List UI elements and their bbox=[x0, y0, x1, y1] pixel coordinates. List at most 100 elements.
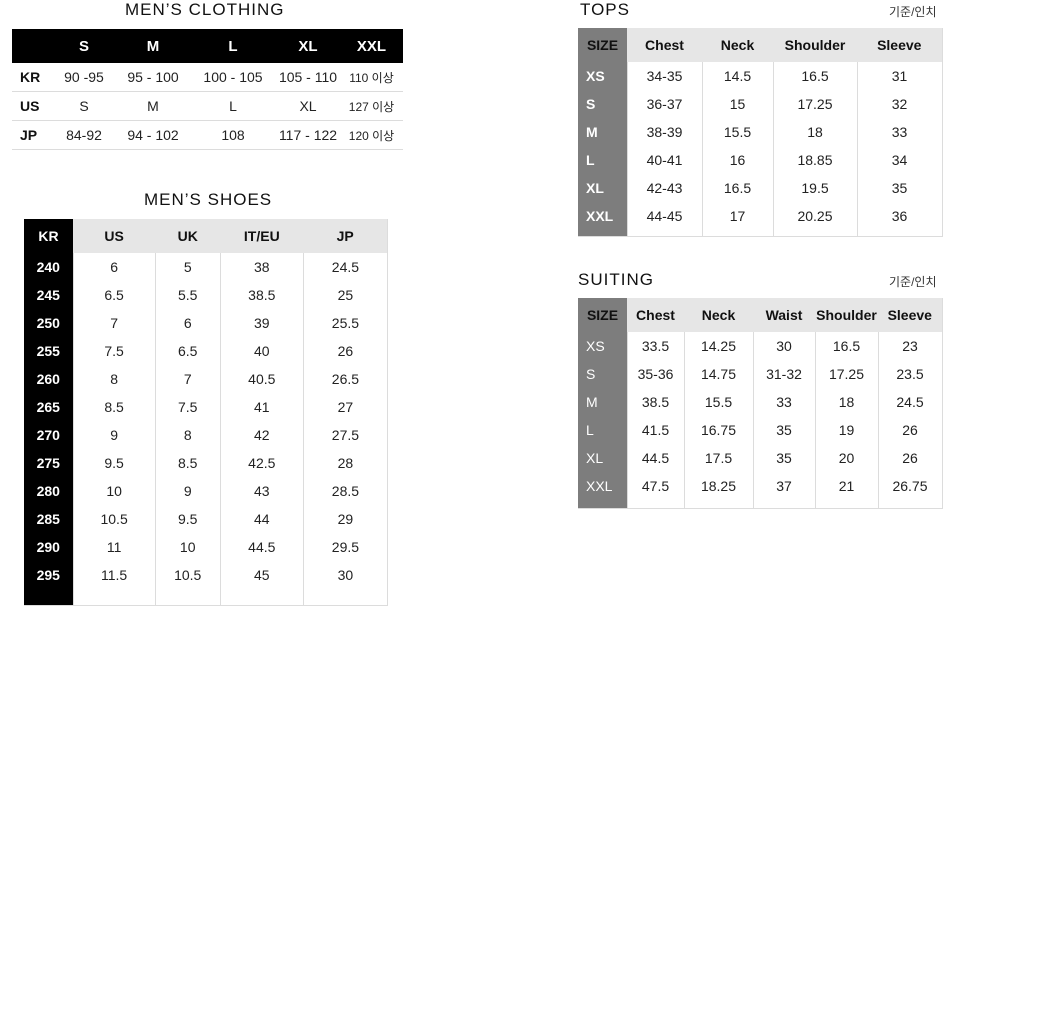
table-cell: 26 bbox=[877, 444, 942, 472]
spacer-cell bbox=[302, 589, 388, 606]
table-row: M 38-39 15.5 18 33 bbox=[578, 118, 942, 146]
tops-table: SIZE Chest Neck Shoulder Sleeve XS 34-35 1… bbox=[578, 28, 943, 237]
row-label: 265 bbox=[24, 393, 74, 421]
column-header: L bbox=[190, 29, 276, 63]
spacer-cell bbox=[701, 230, 773, 237]
table-cell: 7 bbox=[154, 365, 221, 393]
table-cell: 25.5 bbox=[302, 309, 388, 337]
column-header: XL bbox=[276, 29, 340, 63]
column-header: S bbox=[52, 29, 116, 63]
column-header: XXL bbox=[340, 29, 403, 63]
spacer-row bbox=[578, 230, 942, 237]
mens-shoes-table: KR US UK IT/EU JP 240 6 5 38 24.5 245 6.5 5.5 38… bbox=[24, 219, 388, 606]
table-cell: 38-39 bbox=[626, 118, 702, 146]
suiting-unit-label: 기준/인치 bbox=[889, 275, 937, 289]
table-cell: 20 bbox=[814, 444, 878, 472]
table-cell: 6 bbox=[72, 253, 156, 281]
table-cell: 38 bbox=[219, 253, 304, 281]
table-cell: 24.5 bbox=[877, 388, 942, 416]
table-cell: 33 bbox=[752, 388, 815, 416]
table-cell: 38.5 bbox=[626, 388, 684, 416]
row-label: JP bbox=[12, 120, 52, 150]
table-cell: 30 bbox=[302, 561, 388, 589]
table-cell: 9 bbox=[154, 477, 221, 505]
table-cell: 10 bbox=[72, 477, 156, 505]
table-cell: 17 bbox=[701, 202, 773, 230]
table-cell: 9.5 bbox=[72, 449, 156, 477]
spacer-cell bbox=[626, 230, 702, 237]
table-cell: 9.5 bbox=[154, 505, 221, 533]
table-cell: 6 bbox=[154, 309, 221, 337]
table-cell: 108 bbox=[190, 120, 276, 150]
tops-title: TOPS bbox=[580, 0, 630, 19]
column-header: IT/EU bbox=[220, 219, 304, 253]
spacer-cell bbox=[72, 589, 156, 606]
column-header: US bbox=[73, 219, 156, 253]
column-header: Sleeve bbox=[857, 28, 942, 62]
table-cell: 35 bbox=[752, 444, 815, 472]
table-cell: 39 bbox=[219, 309, 304, 337]
row-label: 245 bbox=[24, 281, 74, 309]
table-row: 255 7.5 6.5 40 26 bbox=[24, 337, 388, 365]
row-label: S bbox=[578, 90, 627, 118]
table-cell: 8.5 bbox=[154, 449, 221, 477]
table-row: L 41.5 16.75 35 19 26 bbox=[578, 416, 942, 444]
row-label: S bbox=[578, 360, 627, 388]
table-cell: 15.5 bbox=[701, 118, 773, 146]
table-cell: 7.5 bbox=[154, 393, 221, 421]
table-cell: 26 bbox=[302, 337, 388, 365]
suiting-title: SUITING bbox=[578, 270, 654, 289]
table-header-row: SIZE Chest Neck Shoulder Sleeve bbox=[578, 28, 942, 62]
row-label: L bbox=[578, 416, 627, 444]
row-label: 260 bbox=[24, 365, 74, 393]
table-cell: 37 bbox=[752, 472, 815, 500]
column-header: Shoulder bbox=[815, 298, 878, 332]
column-header: Sleeve bbox=[878, 298, 942, 332]
table-header-row: SIZE Chest Neck Waist Shoulder Sleeve bbox=[578, 298, 942, 332]
table-cell: 26.75 bbox=[877, 472, 942, 500]
table-row: XL 44.5 17.5 35 20 26 bbox=[578, 444, 942, 472]
row-label: US bbox=[12, 91, 52, 121]
column-header: Neck bbox=[684, 298, 753, 332]
table-cell: 42-43 bbox=[626, 174, 702, 202]
table-cell: 14.5 bbox=[701, 62, 773, 90]
row-label: 290 bbox=[24, 533, 74, 561]
table-cell: 84-92 bbox=[52, 120, 116, 150]
spacer-cell bbox=[24, 589, 74, 606]
table-cell: 90 -95 bbox=[52, 63, 116, 92]
spacer-cell bbox=[814, 500, 878, 509]
table-row: 265 8.5 7.5 41 27 bbox=[24, 393, 388, 421]
mens-shoes-title: MEN’S SHOES bbox=[144, 190, 273, 209]
row-label: 295 bbox=[24, 561, 74, 589]
table-cell: 36-37 bbox=[626, 90, 702, 118]
table-row: L 40-41 16 18.85 34 bbox=[578, 146, 942, 174]
table-cell: 5.5 bbox=[154, 281, 221, 309]
table-cell: 16.75 bbox=[683, 416, 753, 444]
table-row: 275 9.5 8.5 42.5 28 bbox=[24, 449, 388, 477]
row-label: 275 bbox=[24, 449, 74, 477]
table-cell: 18.25 bbox=[683, 472, 753, 500]
table-cell: 30 bbox=[752, 332, 815, 360]
table-cell: 44.5 bbox=[626, 444, 684, 472]
table-cell: 26 bbox=[877, 416, 942, 444]
table-cell: 9 bbox=[72, 421, 156, 449]
table-row: XS 34-35 14.5 16.5 31 bbox=[578, 62, 942, 90]
table-cell: 34 bbox=[856, 146, 942, 174]
table-row: 280 10 9 43 28.5 bbox=[24, 477, 388, 505]
table-cell: 127 이상 bbox=[340, 91, 403, 121]
table-cell: 42.5 bbox=[219, 449, 304, 477]
table-cell: L bbox=[190, 91, 276, 121]
mens-clothing-title: MEN’S CLOTHING bbox=[125, 0, 285, 19]
row-label: 270 bbox=[24, 421, 74, 449]
spacer-cell bbox=[856, 230, 942, 237]
row-label: 285 bbox=[24, 505, 74, 533]
table-cell: 26.5 bbox=[302, 365, 388, 393]
table-cell: 35-36 bbox=[626, 360, 684, 388]
table-cell: 110 이상 bbox=[340, 63, 403, 92]
table-row: XS 33.5 14.25 30 16.5 23 bbox=[578, 332, 942, 360]
table-cell: 35 bbox=[752, 416, 815, 444]
spacer-row bbox=[578, 500, 942, 509]
column-header: M bbox=[116, 29, 190, 63]
suiting-table: SIZE Chest Neck Waist Shoulder Sleeve XS… bbox=[578, 298, 943, 509]
table-cell: M bbox=[116, 91, 190, 121]
